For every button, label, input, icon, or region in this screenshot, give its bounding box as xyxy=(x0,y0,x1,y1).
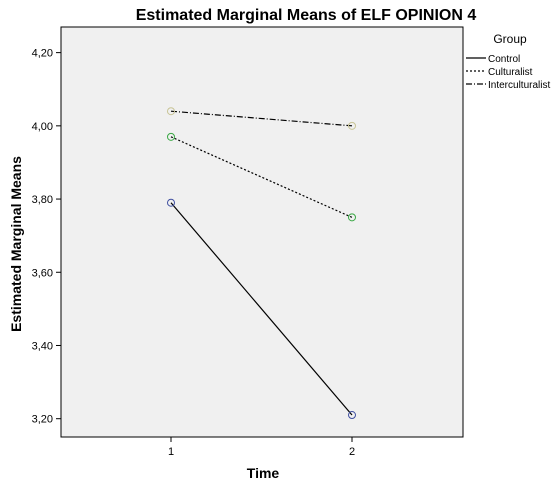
plot-area xyxy=(60,26,464,438)
series-interculturalist xyxy=(167,107,356,130)
series-layer xyxy=(167,107,356,420)
data-point-marker xyxy=(167,107,175,116)
legend-item: Interculturalist xyxy=(466,80,550,91)
data-point-marker xyxy=(348,411,356,420)
legend: Group Control Culturalist Interculturalist xyxy=(466,32,550,91)
y-tick-label: 3,40 xyxy=(32,340,53,352)
data-point-marker xyxy=(167,132,175,141)
y-tick-label: 4,20 xyxy=(32,48,53,60)
series-line xyxy=(170,136,353,218)
x-tick-label: 1 xyxy=(168,446,174,458)
legend-title: Group xyxy=(493,32,527,46)
legend-label: Culturalist xyxy=(488,67,533,78)
y-tick-label: 3,80 xyxy=(32,194,53,206)
data-point-marker xyxy=(348,213,356,222)
data-point-marker xyxy=(167,198,175,207)
legend-items: Control Culturalist Interculturalist xyxy=(466,54,550,91)
chart-title: Estimated Marginal Means of ELF OPINION … xyxy=(136,7,477,24)
series-line xyxy=(170,110,353,127)
x-axis-title: Time xyxy=(247,465,280,481)
data-point-marker xyxy=(348,121,356,130)
legend-item: Culturalist xyxy=(466,67,533,78)
legend-label: Control xyxy=(488,54,520,65)
legend-label: Interculturalist xyxy=(488,80,550,91)
y-tick-label: 4,00 xyxy=(32,121,53,133)
legend-item: Control xyxy=(466,54,520,65)
series-control xyxy=(167,198,356,420)
series-culturalist xyxy=(167,132,356,222)
y-tick-label: 3,60 xyxy=(32,267,53,279)
y-axis: 3,20 3,40 3,60 3,80 4,00 4,20 xyxy=(32,48,61,426)
y-axis-title: Estimated Marginal Means xyxy=(8,156,24,332)
x-tick-label: 2 xyxy=(349,446,355,458)
series-line xyxy=(170,202,353,416)
y-tick-label: 3,20 xyxy=(32,414,53,426)
